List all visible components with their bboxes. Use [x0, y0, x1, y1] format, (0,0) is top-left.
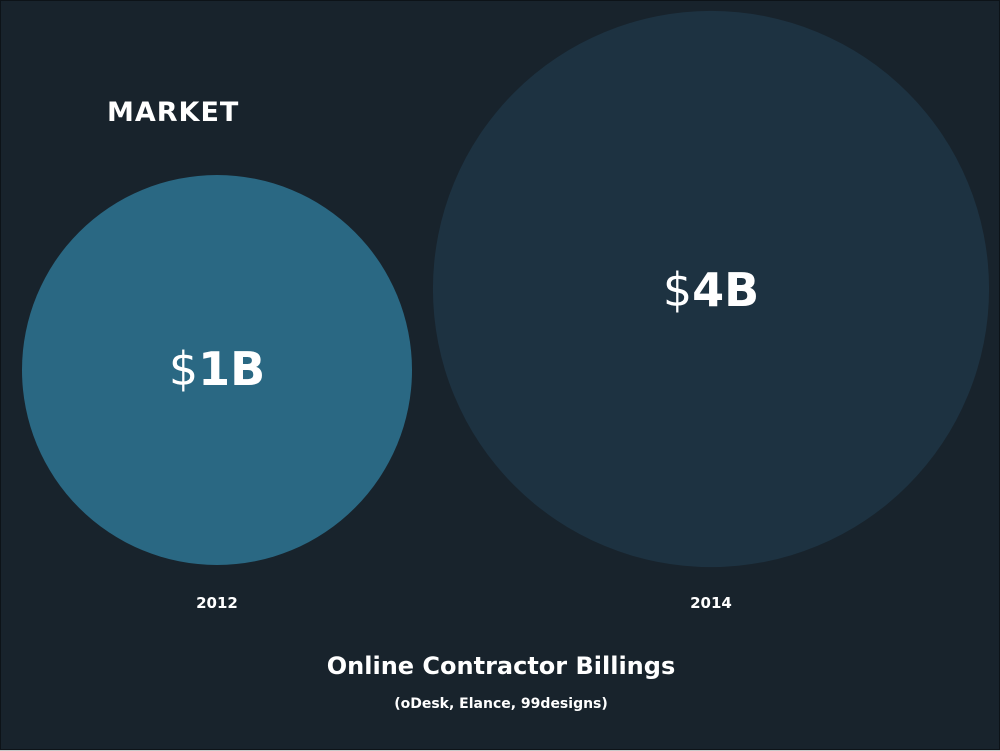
- bubble-value-label-2014: $4B: [663, 263, 759, 317]
- slide-heading: MARKET: [107, 97, 240, 128]
- category-label-2012: 2012: [196, 594, 238, 612]
- bubble-value-label-2012: $1B: [169, 342, 265, 396]
- bubble-2014: [432, 10, 990, 568]
- category-label-2014: 2014: [690, 594, 732, 612]
- chart-title: Online Contractor Billings: [326, 652, 676, 680]
- chart-subtitle: (oDesk, Elance, 99designs): [394, 696, 608, 712]
- bubble-2012: [22, 175, 412, 565]
